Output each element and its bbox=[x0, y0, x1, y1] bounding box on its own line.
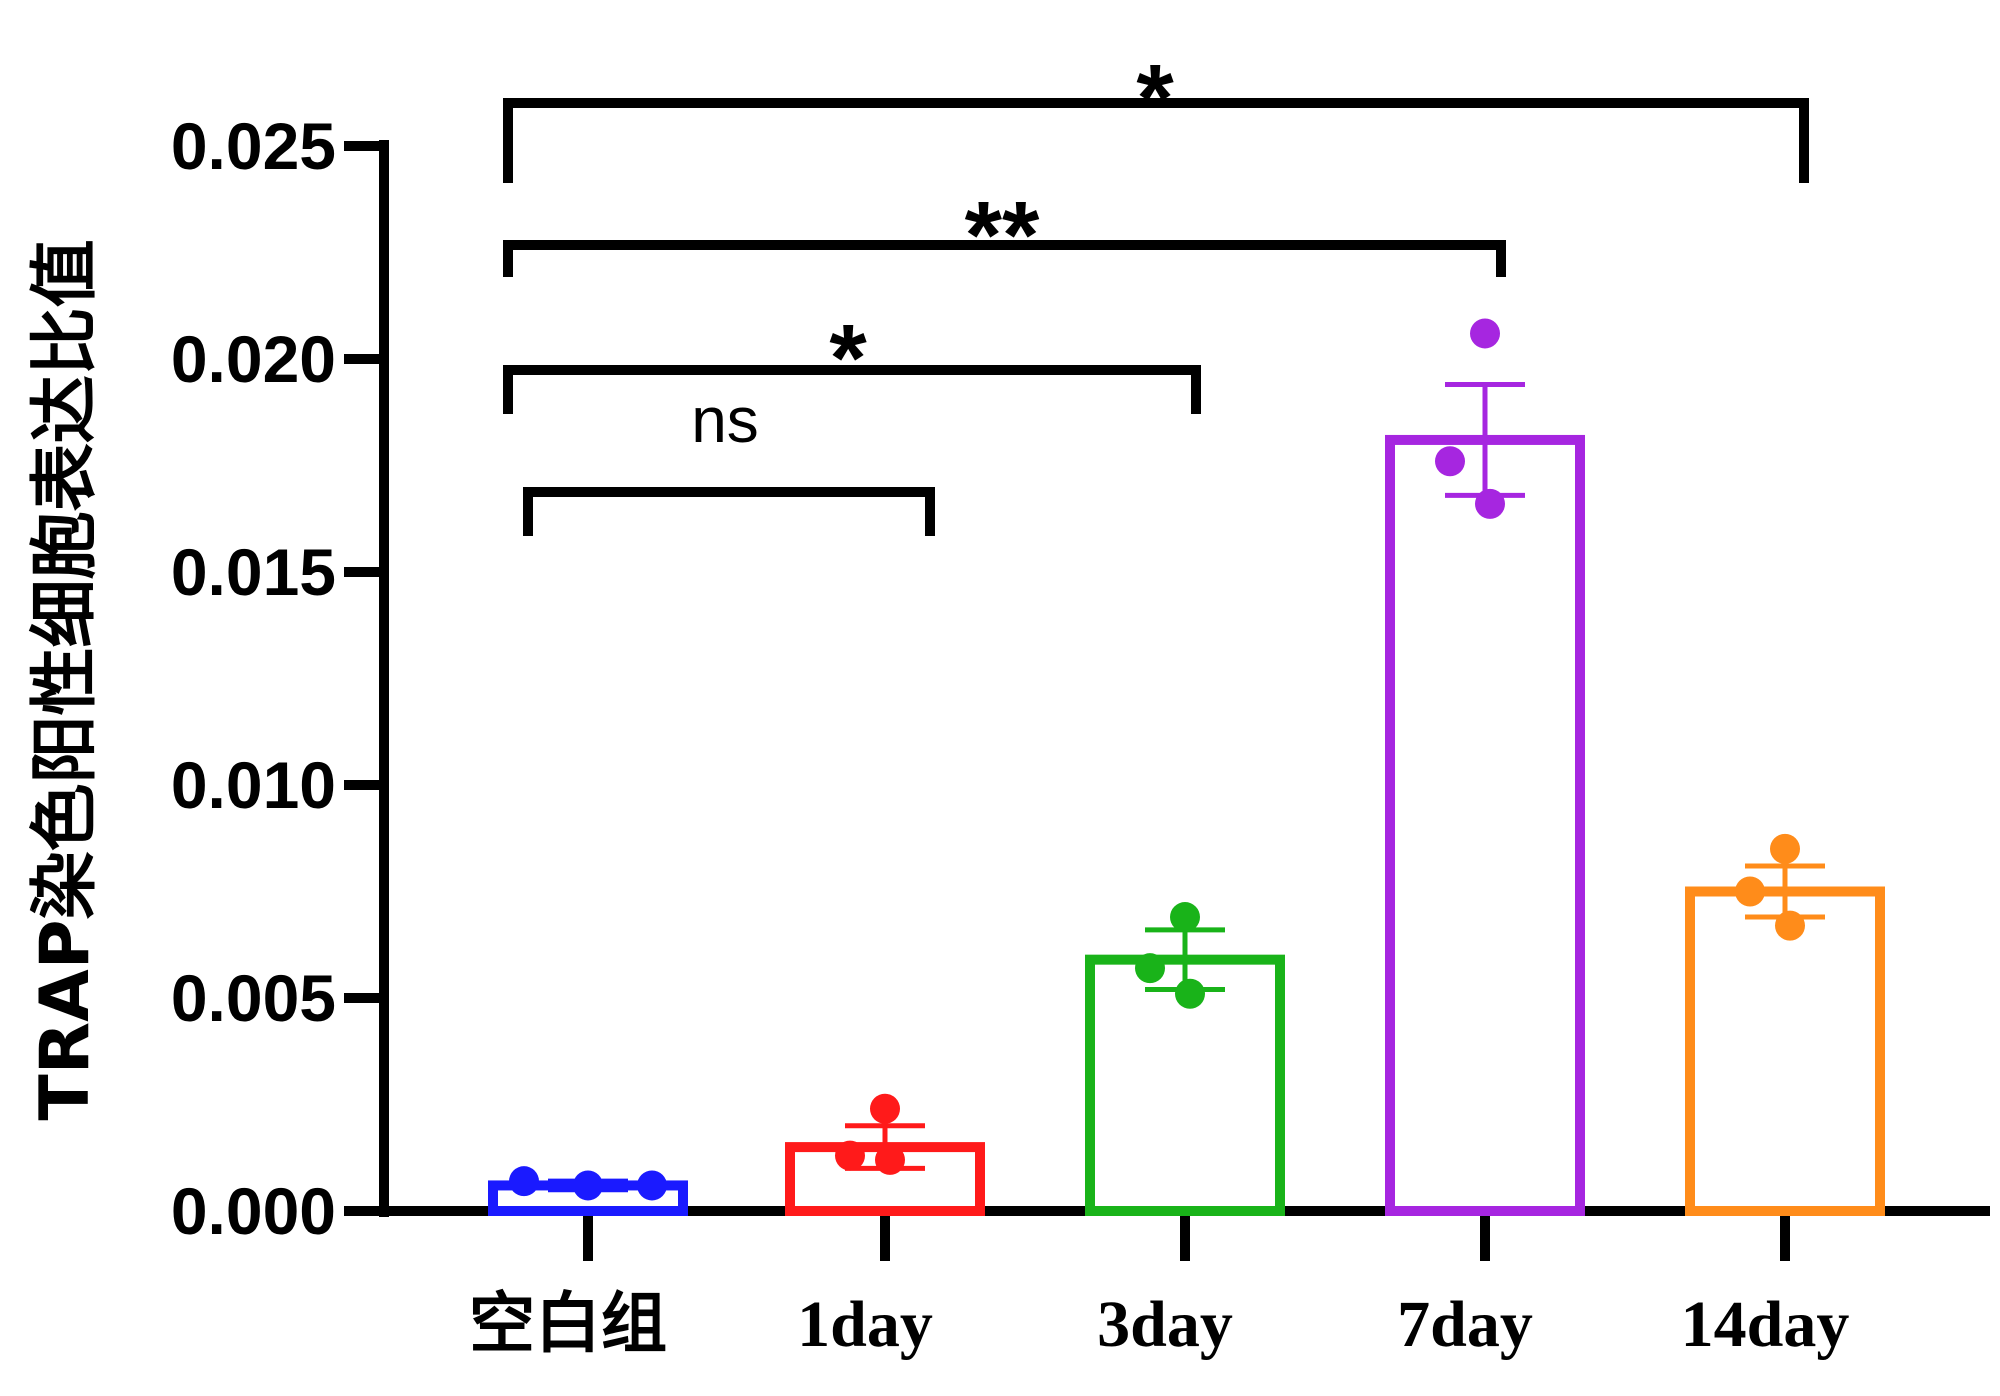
data-point bbox=[1770, 833, 1800, 864]
data-point bbox=[1135, 953, 1165, 984]
significance-label: ns bbox=[691, 384, 759, 456]
y-tick-label: 0.000 bbox=[171, 1174, 336, 1248]
x-tick-label: 空白组 bbox=[469, 1288, 667, 1361]
y-tick-label: 0.005 bbox=[171, 961, 336, 1035]
data-point bbox=[1170, 902, 1200, 933]
error-bars bbox=[548, 382, 1825, 1193]
data-point bbox=[835, 1140, 865, 1171]
x-tick-label: 3day bbox=[1097, 1288, 1233, 1361]
data-point bbox=[509, 1166, 539, 1197]
x-axis: 空白组 1day 3day 7day 14day bbox=[379, 1206, 1990, 1361]
x-tick-label: 14day bbox=[1681, 1288, 1850, 1361]
significance-bracket bbox=[523, 487, 935, 536]
data-point bbox=[870, 1093, 900, 1124]
y-axis-title: TRAP染色阳性细胞表达比值 bbox=[26, 239, 105, 1120]
x-tick-label: 7day bbox=[1397, 1288, 1533, 1361]
data-point bbox=[1470, 318, 1500, 349]
data-point bbox=[573, 1170, 603, 1201]
x-tick-label: 1day bbox=[797, 1288, 933, 1361]
significance-label: ** bbox=[965, 182, 1040, 289]
data-point bbox=[1735, 876, 1765, 907]
data-point bbox=[1435, 446, 1465, 477]
data-point bbox=[1775, 910, 1805, 941]
bars bbox=[488, 434, 1885, 1216]
y-tick-label: 0.010 bbox=[171, 748, 336, 822]
significance-bracket bbox=[503, 240, 1506, 277]
y-tick-label: 0.015 bbox=[171, 535, 336, 609]
data-points bbox=[509, 318, 1805, 1201]
significance-bracket bbox=[503, 98, 1809, 183]
y-tick-label: 0.020 bbox=[171, 322, 336, 396]
significance-brackets: ns**** bbox=[503, 45, 1809, 536]
data-point bbox=[1175, 978, 1205, 1009]
bar bbox=[1385, 434, 1585, 1216]
data-point bbox=[637, 1170, 667, 1201]
significance-label: * bbox=[1136, 45, 1174, 152]
y-tick-label: 0.025 bbox=[171, 109, 336, 183]
data-point bbox=[875, 1144, 905, 1175]
significance-bracket bbox=[503, 365, 1201, 414]
y-axis: 0.000 0.005 0.010 0.015 0.020 0.025 bbox=[171, 109, 389, 1248]
data-point bbox=[1475, 488, 1505, 519]
significance-label: * bbox=[829, 305, 867, 412]
